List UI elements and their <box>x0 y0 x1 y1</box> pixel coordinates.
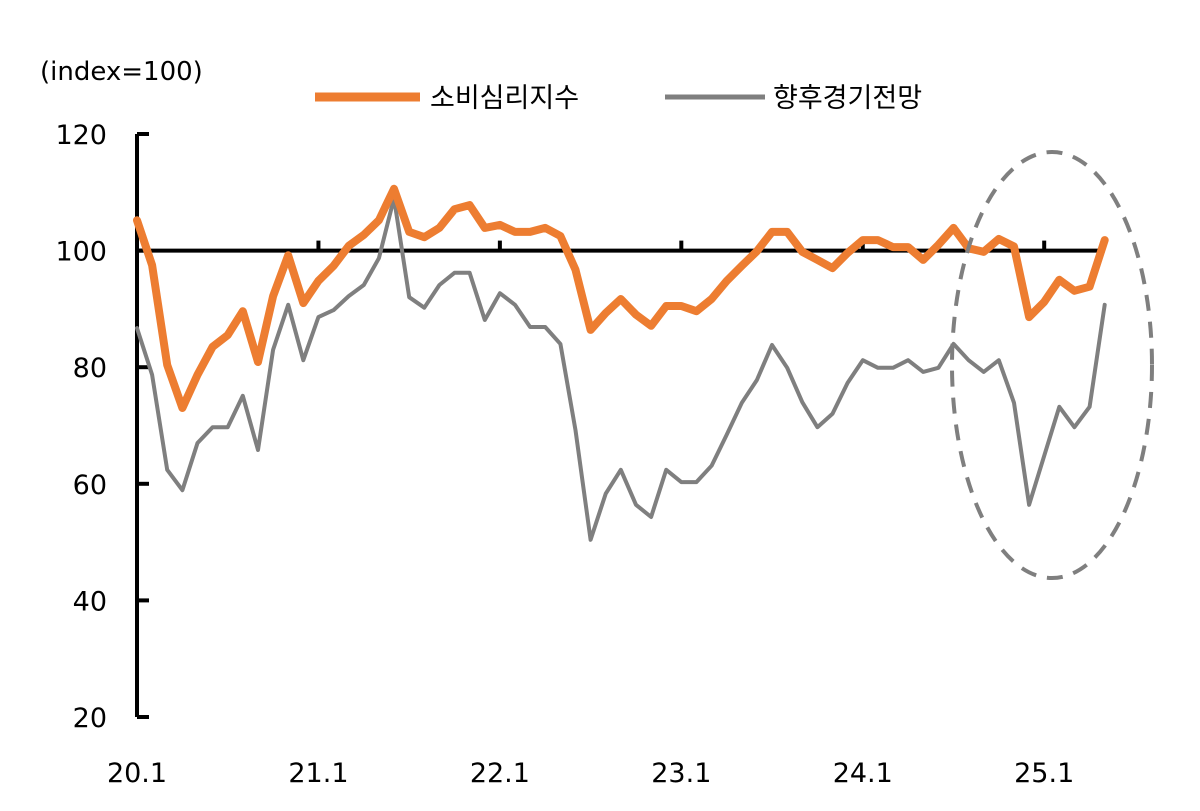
y-tick-label: 100 <box>55 237 107 268</box>
y-tick-label: 60 <box>73 470 107 501</box>
x-tick-label: 20.1 <box>107 758 167 789</box>
legend-label-economic-outlook: 향후경기전망 <box>773 83 922 114</box>
y-tick-label: 40 <box>73 586 107 617</box>
legend: 소비심리지수 향후경기전망 <box>315 83 922 114</box>
y-tick-label: 120 <box>55 120 107 151</box>
series-lines <box>133 184 1109 542</box>
x-tick-label: 23.1 <box>651 758 711 789</box>
legend-label-consumer-sentiment: 소비심리지수 <box>430 83 579 114</box>
y-tick-label: 80 <box>73 353 107 384</box>
x-tick-label: 24.1 <box>833 758 893 789</box>
x-tick-label: 25.1 <box>1014 758 1074 789</box>
x-tick-label: 21.1 <box>288 758 348 789</box>
y-unit-label: (index=100) <box>40 57 203 87</box>
x-axis: 20.1 21.1 22.1 23.1 24.1 25.1 <box>107 240 1105 789</box>
x-tick-label: 22.1 <box>470 758 530 789</box>
highlight-ellipse <box>950 150 1154 580</box>
y-axis: 20 40 60 80 100 120 <box>55 120 149 734</box>
series-line-economic-outlook <box>135 196 1107 542</box>
series-line-consumer-sentiment <box>133 184 1109 412</box>
y-tick-label: 20 <box>73 703 107 734</box>
